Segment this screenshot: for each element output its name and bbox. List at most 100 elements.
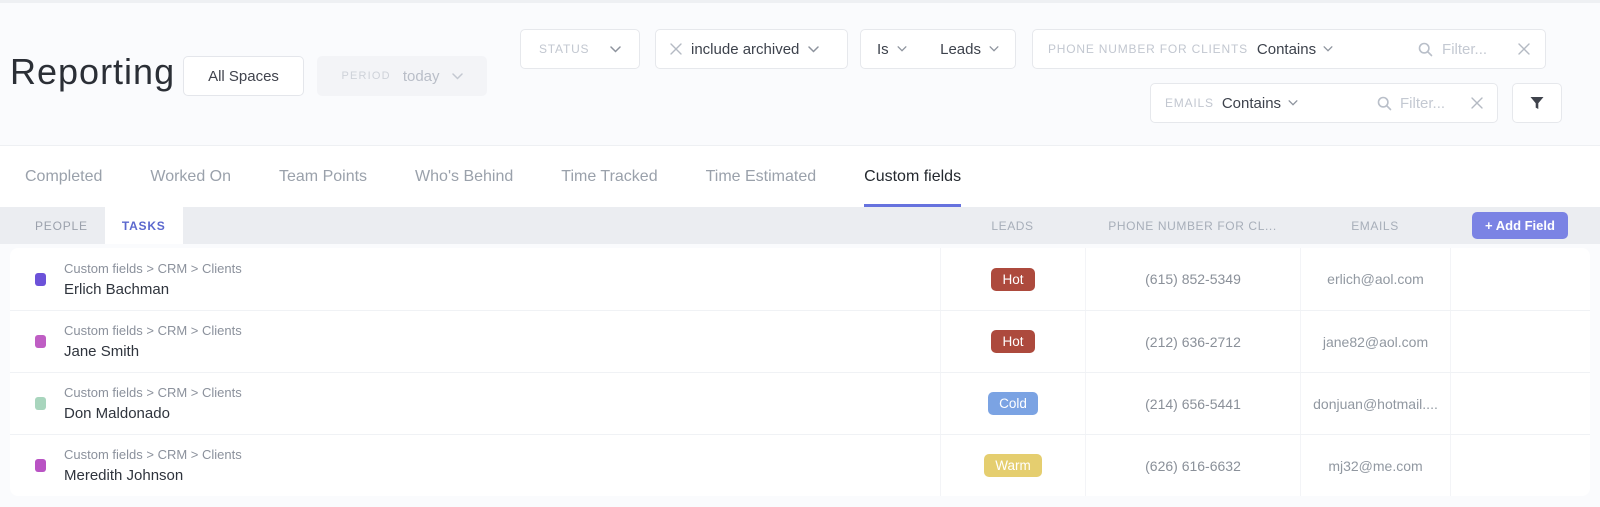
subtabs: PEOPLE TASKS	[10, 207, 940, 244]
column-header-phone: PHONE NUMBER FOR CL...	[1108, 218, 1277, 233]
phone-operator-dropdown[interactable]: Contains	[1257, 41, 1333, 58]
emails-operator-label: Contains	[1221, 94, 1282, 112]
emails-filter-input[interactable]	[1400, 94, 1463, 112]
table-row[interactable]: Custom fields > CRM > Clients Jane Smith…	[10, 310, 1590, 372]
tab-team-points[interactable]: Team Points	[279, 146, 367, 207]
period-value: today	[402, 67, 440, 85]
is-operator-dropdown[interactable]: Is	[877, 41, 907, 58]
leads-cell: Cold	[940, 373, 1085, 434]
lead-status-badge: Hot	[991, 267, 1035, 291]
table-header-bar: PEOPLE TASKS LEADS PHONE NUMBER FOR CL..…	[0, 207, 1600, 244]
is-operator-label: Is	[877, 40, 889, 58]
table-row[interactable]: Custom fields > CRM > Clients Meredith J…	[10, 434, 1590, 496]
subtab-label: TASKS	[121, 218, 166, 233]
task-cell: Custom fields > CRM > Clients Don Maldon…	[10, 385, 940, 422]
phone-filter-field-label: PHONE NUMBER FOR CLIENTS	[1048, 42, 1248, 56]
search-icon	[1377, 96, 1392, 111]
task-cell: Custom fields > CRM > Clients Jane Smith	[10, 323, 940, 360]
tab-time-tracked[interactable]: Time Tracked	[561, 146, 657, 207]
close-icon[interactable]	[670, 43, 682, 55]
tab-label: Who's Behind	[415, 167, 514, 185]
table-row[interactable]: Custom fields > CRM > Clients Erlich Bac…	[10, 248, 1590, 310]
column-header-emails: EMAILS	[1351, 218, 1399, 233]
close-icon[interactable]	[1471, 97, 1483, 109]
task-status-marker	[35, 272, 46, 286]
status-filter-dropdown[interactable]: STATUS	[520, 29, 640, 69]
table-row[interactable]: Custom fields > CRM > Clients Don Maldon…	[10, 372, 1590, 434]
add-field-button[interactable]: + Add Field	[1472, 212, 1568, 239]
breadcrumb: Custom fields > CRM > Clients	[64, 323, 242, 338]
chevron-down-icon	[989, 46, 999, 52]
tasks-table: Custom fields > CRM > Clients Erlich Bac…	[10, 248, 1590, 496]
leads-value-label: Leads	[940, 40, 981, 58]
empty-cell	[1450, 435, 1590, 496]
top-divider	[0, 0, 1600, 3]
report-tabs: Completed Worked On Team Points Who's Be…	[0, 145, 1600, 207]
task-cell: Custom fields > CRM > Clients Meredith J…	[10, 447, 940, 484]
tab-custom-fields[interactable]: Custom fields	[864, 146, 962, 207]
subtab-label: PEOPLE	[35, 218, 88, 233]
tab-label: Completed	[25, 167, 103, 185]
page-title: Reporting	[10, 51, 176, 92]
funnel-icon	[1529, 95, 1545, 111]
task-status-marker	[35, 459, 46, 472]
email-cell: donjuan@hotmail....	[1300, 373, 1450, 434]
chevron-down-icon	[808, 45, 820, 53]
filters-button[interactable]	[1512, 83, 1562, 123]
phone-cell: (214) 656-5441	[1085, 373, 1300, 434]
tab-worked-on[interactable]: Worked On	[150, 146, 231, 207]
email-cell: jane82@aol.com	[1300, 311, 1450, 372]
phone-filter-input[interactable]	[1442, 40, 1509, 58]
period-label: PERIOD	[341, 70, 391, 82]
task-status-marker	[35, 397, 46, 410]
task-name: Meredith Johnson	[64, 467, 184, 484]
email-cell: mj32@me.com	[1300, 435, 1450, 496]
breadcrumb: Custom fields > CRM > Clients	[64, 447, 242, 462]
all-spaces-button[interactable]: All Spaces	[183, 56, 304, 96]
all-spaces-label: All Spaces	[208, 67, 279, 85]
task-name: Don Maldonado	[64, 405, 170, 422]
lead-status-badge: Hot	[991, 330, 1035, 353]
emails-operator-dropdown[interactable]: Contains	[1222, 95, 1298, 112]
breadcrumb: Custom fields > CRM > Clients	[64, 260, 242, 276]
task-name: Jane Smith	[64, 343, 140, 360]
leads-cell: Hot	[940, 248, 1085, 310]
empty-cell	[1450, 248, 1590, 310]
report-header: Reporting All Spaces PERIOD today STATUS…	[0, 3, 1600, 145]
close-icon[interactable]	[1518, 43, 1530, 55]
include-archived-label: include archived	[691, 40, 800, 58]
task-name: Erlich Bachman	[64, 280, 170, 298]
is-leads-filter: Is Leads	[860, 29, 1016, 69]
chevron-down-icon	[1288, 100, 1298, 106]
status-filter-label: STATUS	[539, 42, 590, 56]
empty-cell	[1450, 311, 1590, 372]
column-header-leads: LEADS	[991, 218, 1034, 233]
tab-label: Worked On	[150, 167, 231, 185]
lead-status-badge: Cold	[988, 392, 1038, 415]
email-cell: erlich@aol.com	[1300, 248, 1450, 310]
chevron-down-icon	[610, 45, 621, 53]
chevron-down-icon	[451, 72, 463, 80]
leads-cell: Warm	[940, 435, 1085, 496]
chevron-down-icon	[1323, 46, 1333, 52]
phone-cell: (212) 636-2712	[1085, 311, 1300, 372]
task-status-marker	[35, 335, 46, 348]
subtab-people[interactable]: PEOPLE	[18, 207, 105, 244]
tab-time-estimated[interactable]: Time Estimated	[706, 146, 817, 207]
tab-whos-behind[interactable]: Who's Behind	[415, 146, 513, 207]
chevron-down-icon	[897, 46, 907, 52]
leads-value-dropdown[interactable]: Leads	[940, 41, 999, 58]
empty-cell	[1450, 373, 1590, 434]
task-cell: Custom fields > CRM > Clients Erlich Bac…	[10, 261, 940, 298]
tab-label: Time Estimated	[705, 167, 817, 185]
breadcrumb: Custom fields > CRM > Clients	[64, 385, 242, 400]
tab-label: Custom fields	[864, 167, 962, 185]
phone-cell: (615) 852-5349	[1085, 248, 1300, 310]
include-archived-filter[interactable]: include archived	[655, 29, 848, 69]
tab-label: Time Tracked	[561, 167, 658, 185]
period-dropdown[interactable]: PERIOD today	[317, 56, 487, 96]
subtab-tasks[interactable]: TASKS	[104, 207, 183, 244]
phone-cell: (626) 616-6632	[1085, 435, 1300, 496]
leads-cell: Hot	[940, 311, 1085, 372]
tab-completed[interactable]: Completed	[25, 146, 102, 207]
